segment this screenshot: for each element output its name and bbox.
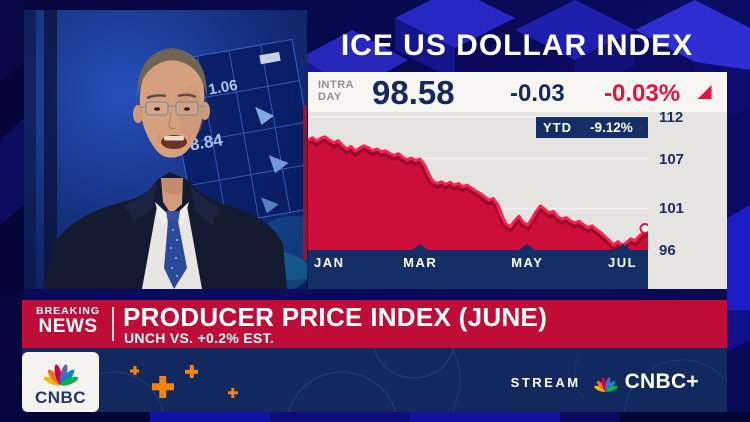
quote-bar: INTRA DAY 98.58 -0.03 -0.03% <box>308 72 727 112</box>
price-change: -0.03 <box>510 80 565 107</box>
x-tick-jul: JUL <box>607 255 638 270</box>
peacock-logo-icon <box>43 364 78 386</box>
x-tick-jan: JAN <box>314 255 345 270</box>
x-axis-band: JAN MAR MAY JUL <box>308 244 648 289</box>
footer-band: CNBC STREAM CNBC+ <box>22 348 727 412</box>
anchor-video-window: 1.06 8.84 <box>24 10 307 289</box>
down-wedge-icon <box>638 126 641 129</box>
headline: PRODUCER PRICE INDEX (JUNE) <box>123 302 548 332</box>
ytd-label: YTD <box>543 120 572 135</box>
anchor-figure <box>42 48 287 289</box>
breaking-news-kicker: BREAKING NEWS <box>35 305 100 337</box>
x-tick-notch <box>614 244 631 250</box>
plus-decoration-icon <box>185 365 198 378</box>
y-axis-labels: 112 107 101 96 <box>652 109 722 289</box>
x-tick-mar: MAR <box>403 255 438 270</box>
y-tick-107: 107 <box>659 150 685 168</box>
x-tick-may: MAY <box>511 255 544 270</box>
ytd-badge: YTD -9.12% <box>536 117 648 138</box>
y-tick-101: 101 <box>659 200 685 218</box>
kicker-divider <box>112 307 114 341</box>
down-wedge-icon <box>697 85 712 99</box>
y-tick-96: 96 <box>659 242 676 259</box>
breaking-news-banner: BREAKING NEWS PRODUCER PRICE INDEX (JUNE… <box>22 300 727 348</box>
plus-decoration-icon <box>130 366 139 375</box>
headline-detail: UNCH VS. +0.2% EST. <box>124 330 275 346</box>
y-tick-112: 112 <box>659 109 684 126</box>
chart-panel: JAN MAR MAY JUL 112 107 101 96 YTD -9.12% <box>308 109 727 289</box>
stream-label: STREAM <box>510 374 581 390</box>
x-tick-notch <box>519 244 536 250</box>
stream-brand: CNBC+ <box>624 370 699 393</box>
plus-decoration-icon <box>152 376 174 398</box>
studio-market-screen: 1.06 8.84 <box>165 38 307 230</box>
network-name: CNBC <box>34 387 87 407</box>
ytd-area-chart <box>308 116 648 250</box>
peacock-logo-icon <box>593 376 618 392</box>
stream-promo: STREAM CNBC+ <box>511 370 699 394</box>
last-price: 98.58 <box>372 74 455 111</box>
chart-title: ICE US DOLLAR INDEX <box>340 29 694 62</box>
x-tick-notch <box>412 244 429 250</box>
anchor-portrait: 1.06 8.84 <box>24 10 307 289</box>
plus-decoration-icon <box>228 388 238 398</box>
screen-quote-1: 1.06 <box>207 77 239 99</box>
network-bug: CNBC <box>22 352 99 412</box>
period-label: INTRA DAY <box>318 79 355 103</box>
price-change-percent: -0.03% <box>604 80 681 107</box>
lapel-mic-icon <box>209 219 215 225</box>
ytd-value: -9.12% <box>590 120 633 135</box>
footer-contours <box>64 348 727 412</box>
